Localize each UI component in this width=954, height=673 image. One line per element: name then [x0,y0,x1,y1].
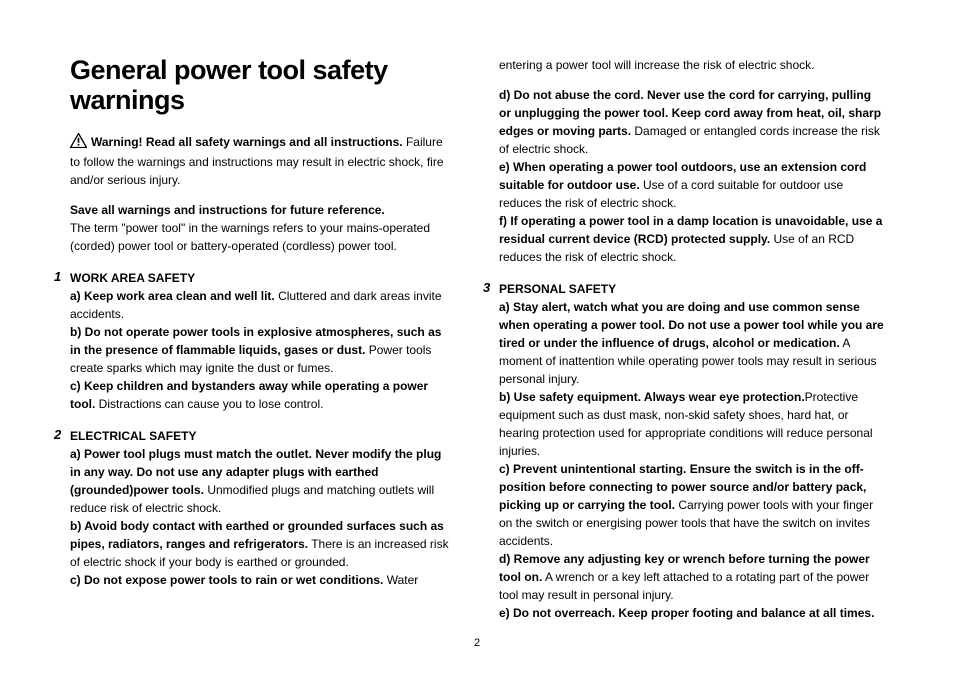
sec1-b: b) Do not operate power tools in explosi… [70,323,455,377]
section-1-num: 1 [54,269,61,284]
section-3-num: 3 [483,280,490,295]
section-3-head: PERSONAL SAFETY [499,280,884,298]
warning-bold: Warning! Read all safety warnings and al… [91,135,403,149]
text-columns: General power tool safety warnings Warni… [70,56,884,622]
manual-page: General power tool safety warnings Warni… [0,0,954,673]
page-number: 2 [0,637,954,649]
sec3-e-bold: e) Do not overreach. Keep proper footing… [499,606,874,620]
sec2-a: a) Power tool plugs must match the outle… [70,445,455,517]
right-column: entering a power tool will increase the … [499,56,884,622]
sec2-c-bold: c) Do not expose power tools to rain or … [70,573,383,587]
section-2: 2 ELECTRICAL SAFETY a) Power tool plugs … [70,427,455,589]
sec2-f: f) If operating a power tool in a damp l… [499,212,884,266]
left-column: General power tool safety warnings Warni… [70,56,455,622]
sec3-a-bold: a) Stay alert, watch what you are doing … [499,300,884,350]
sec2-b: b) Avoid body contact with earthed or gr… [70,517,455,571]
section-2-head: ELECTRICAL SAFETY [70,427,455,445]
section-1-head: WORK AREA SAFETY [70,269,455,287]
sec3-c: c) Prevent unintentional starting. Ensur… [499,460,884,550]
sec2-cont: entering a power tool will increase the … [499,56,884,74]
section-2-cont: d) Do not abuse the cord. Never use the … [499,86,884,266]
sec2-c: c) Do not expose power tools to rain or … [70,571,455,589]
sec3-b: b) Use safety equipment. Always wear eye… [499,388,884,460]
section-1: 1 WORK AREA SAFETY a) Keep work area cle… [70,269,455,413]
sec2-e: e) When operating a power tool outdoors,… [499,158,884,212]
sec1-a-bold: a) Keep work area clean and well lit. [70,289,275,303]
sec2-d: d) Do not abuse the cord. Never use the … [499,86,884,158]
sec1-a: a) Keep work area clean and well lit. Cl… [70,287,455,323]
save-paragraph: Save all warnings and instructions for f… [70,201,455,255]
sec1-c: c) Keep children and bystanders away whi… [70,377,455,413]
sec3-e: e) Do not overreach. Keep proper footing… [499,604,884,622]
page-title: General power tool safety warnings [70,56,455,115]
save-rest: The term "power tool" in the warnings re… [70,221,430,253]
save-bold: Save all warnings and instructions for f… [70,203,385,217]
sec3-d-rest: A wrench or a key left attached to a rot… [499,570,869,602]
section-3: 3 PERSONAL SAFETY a) Stay alert, watch w… [499,280,884,622]
section-2-num: 2 [54,427,61,442]
sec1-c-rest: Distractions can cause you to lose contr… [95,397,323,411]
sec3-a: a) Stay alert, watch what you are doing … [499,298,884,388]
warning-icon [70,133,87,153]
sec3-d: d) Remove any adjusting key or wrench be… [499,550,884,604]
warning-paragraph: Warning! Read all safety warnings and al… [70,133,455,189]
sec3-b-bold: b) Use safety equipment. Always wear eye… [499,390,805,404]
sec2-c-rest: Water [383,573,418,587]
